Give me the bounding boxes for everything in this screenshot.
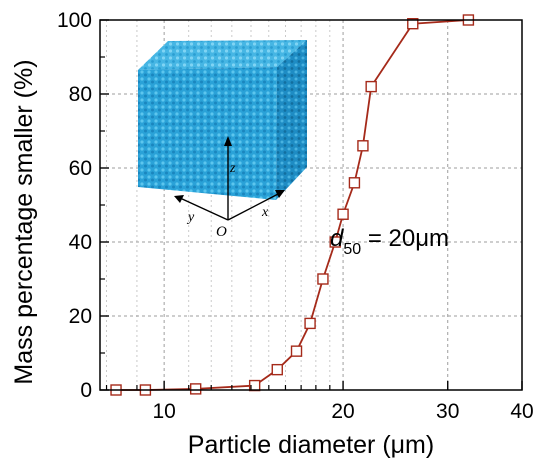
cube-right-face [276,40,307,200]
x-axis-arrow [227,192,281,221]
x-tick-label: 30 [436,400,459,423]
d50-symbol: d [330,225,344,252]
y-tick-label: 60 [69,157,92,180]
y-tick-label: 80 [69,83,92,106]
x-arrow-head [275,190,285,198]
y-tick-label: 100 [57,9,92,32]
d50-subscript: 50 [343,241,361,258]
cube-top-face [138,40,307,70]
y-axis-label: y [186,210,195,225]
axis-ticks [100,19,523,391]
x-tick-label: 10 [152,400,175,423]
data-point-marker [317,273,329,285]
svg-text:d50 = 20μm: d50 = 20μm [330,225,449,258]
x-tick-label: 20 [331,400,354,423]
y-tick-label: 20 [69,305,92,328]
z-axis-label: z [229,161,236,176]
data-point-marker [407,18,419,30]
y-arrow-head [174,195,184,203]
cube-front-face [138,67,277,200]
y-axis-title: Mass percentage smaller (%) [10,59,38,384]
x-tick-label: 40 [510,400,533,423]
d50-value: = 20μm [361,225,449,252]
data-point-marker [348,177,361,189]
data-point-marker [271,363,283,376]
d50-annotation: d50 = 20μm [330,225,449,258]
origin-label: O [216,224,227,240]
z-arrow-head [224,136,232,146]
y-axis-arrow [179,197,229,221]
x-axis-title: Particle diameter (μm) [188,431,434,459]
y-tick-label: 40 [69,231,92,254]
data-point-marker [357,140,369,152]
data-point-marker [337,208,349,220]
data-point-marker [365,80,377,93]
y-tick-label: 0 [80,379,92,402]
inset-particle-cube: z x y O [138,40,307,240]
data-point-marker [290,345,303,357]
data-point-marker [329,236,341,248]
x-axis-label: x [261,205,269,220]
data-point-marker [189,383,202,395]
axis-tick-labels: 10 20 30 40 0 20 40 60 80 100 [57,9,534,423]
data-point-marker [304,317,316,330]
